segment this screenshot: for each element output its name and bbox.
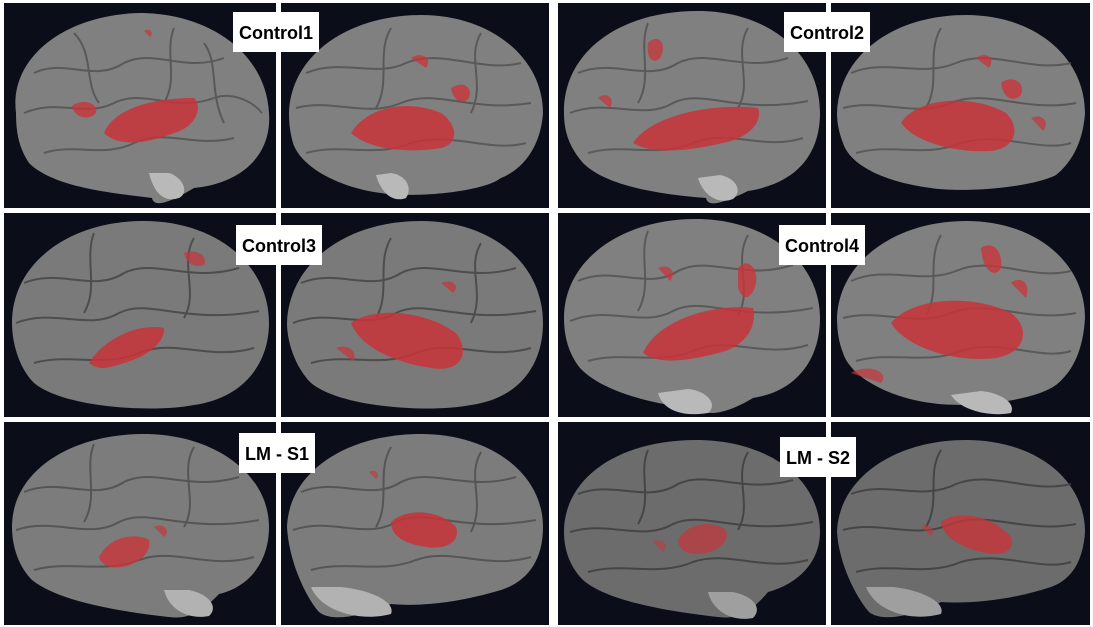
subject-label: Control4: [779, 225, 865, 265]
subject-label: LM - S2: [780, 437, 857, 477]
panel-control4-right: [831, 213, 1090, 417]
brain-render-lateral-left: [558, 3, 826, 208]
panel-control2-left: [558, 3, 826, 208]
subject-label: LM - S1: [239, 433, 316, 473]
subject-label: Control1: [233, 12, 319, 52]
brain-render-lateral-right: [831, 3, 1090, 208]
brain-render-lateral-right: [281, 422, 549, 625]
panel-control2-right: [831, 3, 1090, 208]
subject-label: Control2: [784, 12, 870, 52]
panel-lm-s1-right: [281, 422, 549, 625]
brain-render-lateral-right: [281, 213, 549, 417]
brain-render-lateral-left: [4, 213, 276, 417]
brain-render-lateral-right: [831, 422, 1090, 625]
panel-control1-left: [4, 3, 276, 208]
panel-lm-s1-left: [4, 422, 276, 625]
panel-control3-left: [4, 213, 276, 417]
subject-label: Control3: [236, 225, 322, 265]
panel-lm-s2-right: [831, 422, 1090, 625]
panel-control3-right: [281, 213, 549, 417]
brain-render-lateral-right: [831, 213, 1090, 417]
panel-control1-right: [281, 3, 549, 208]
brain-render-lateral-right: [281, 3, 549, 208]
brain-render-lateral-left: [4, 3, 276, 208]
brain-render-lateral-left: [4, 422, 276, 625]
